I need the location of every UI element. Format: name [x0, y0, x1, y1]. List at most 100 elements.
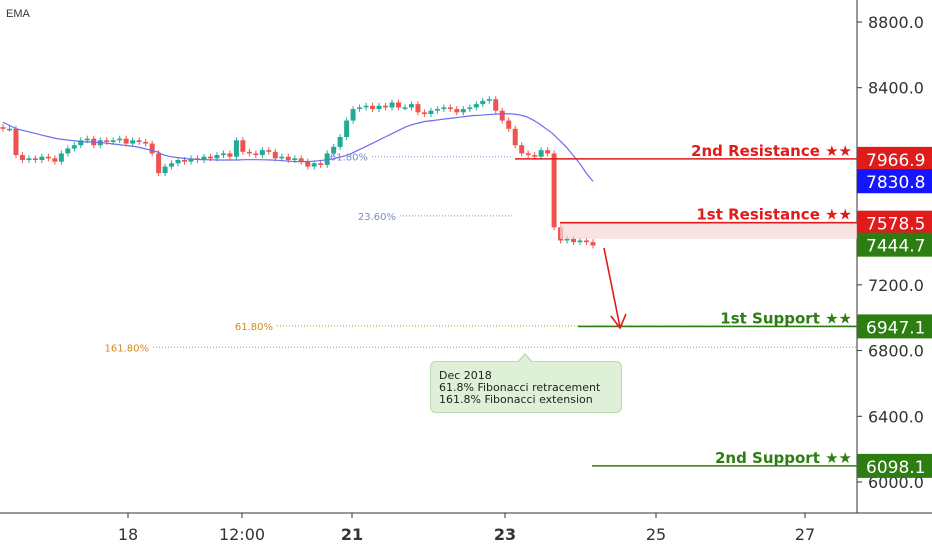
candle-body [78, 140, 84, 146]
candle-body [246, 151, 252, 154]
candle-body [571, 238, 577, 243]
candle-body [279, 156, 285, 159]
candle-body [32, 158, 38, 160]
y-tick-label: 6400.0 [868, 407, 924, 426]
candle-body [473, 104, 479, 108]
y-tick-label: 7200.0 [868, 276, 924, 295]
candle-body [233, 140, 239, 157]
candle-body [577, 240, 583, 243]
level-label: 1st Resistance ★★ [696, 206, 852, 224]
fibonacci-label: 161.80% [105, 343, 150, 354]
price-tag-label: 7444.7 [866, 237, 925, 257]
candle-body [26, 158, 32, 160]
candle-body [0, 127, 6, 129]
candle-body [175, 160, 181, 164]
candle-body [584, 240, 590, 243]
fibonacci-callout: Dec 2018 61.8% Fibonacci retracement 161… [430, 353, 622, 413]
candle-body [331, 146, 337, 154]
level-price-tag-label: 7578.5 [866, 215, 925, 235]
candle-body [311, 163, 317, 167]
candle-body [447, 107, 453, 110]
forecast-arrow-head [610, 313, 627, 330]
candle-body [389, 102, 395, 108]
candle-body [259, 150, 265, 156]
fibonacci-label: 61.80% [235, 322, 273, 333]
fibonacci-label: 61.80% [330, 153, 368, 164]
candle-body [441, 107, 447, 110]
candle-body [272, 151, 278, 159]
fibonacci-label: 23.60% [358, 212, 396, 223]
ema-line [2, 113, 594, 182]
candle-body [408, 104, 414, 108]
candle-body [52, 158, 58, 162]
candle-body [421, 112, 427, 114]
candle-body [551, 153, 557, 228]
candle-body [130, 140, 136, 144]
price-tag [857, 232, 932, 257]
candle-body [45, 156, 51, 159]
candle-body [240, 140, 246, 152]
candle-body [19, 155, 25, 160]
level-price-tag [857, 210, 932, 235]
candle-body [538, 150, 544, 157]
candle-body [402, 107, 408, 109]
x-tick-label: 12:00 [219, 525, 265, 544]
candle-body [454, 109, 460, 113]
indicator-label: EMA [6, 8, 30, 20]
candle-body [220, 153, 226, 156]
price-tag-label: 7830.8 [866, 173, 925, 193]
candle-body [357, 107, 363, 110]
candle-body [39, 156, 45, 160]
candle-body [65, 148, 71, 154]
candle-body [292, 158, 298, 160]
candle-body [467, 107, 473, 110]
candle-body [110, 140, 116, 142]
candle-body [156, 153, 162, 174]
level-price-tag-label: 6947.1 [866, 318, 925, 338]
x-tick-label: 25 [646, 525, 666, 544]
candle-body [162, 166, 168, 174]
candle-body [13, 128, 19, 156]
level-label: 1st Support ★★ [720, 309, 852, 327]
candle-body [337, 137, 343, 147]
candle-body [201, 156, 207, 160]
candle-body [506, 120, 512, 129]
candle-body [415, 104, 421, 113]
candle-body [532, 155, 538, 157]
forecast-arrow-line [603, 247, 621, 328]
candle-body [318, 163, 324, 165]
x-tick-label: 18 [118, 525, 138, 544]
candle-body [227, 153, 233, 157]
candle-body [123, 138, 129, 144]
candle-body [376, 105, 382, 110]
candle-body [305, 161, 311, 167]
candle-body [253, 153, 259, 156]
candle-body [370, 105, 376, 110]
resistance-zone [560, 222, 857, 239]
candle-body [266, 150, 272, 152]
level-label: 2nd Support ★★ [715, 449, 852, 467]
candle-body [499, 110, 505, 121]
candle-body [188, 158, 194, 162]
candle-body [169, 163, 175, 167]
x-tick-label: 27 [795, 525, 815, 544]
candle-body [383, 105, 389, 108]
candle-body [104, 140, 110, 142]
callout-line-2: 61.8% Fibonacci retracement [439, 381, 601, 394]
candle-body [117, 138, 123, 141]
candle-body [214, 155, 220, 159]
y-tick-label: 6800.0 [868, 342, 924, 361]
candle-body [480, 100, 486, 105]
candle-body [143, 141, 149, 144]
candle-body [298, 158, 304, 162]
candle-body [395, 102, 401, 108]
candle-body [350, 109, 356, 121]
level-price-tag [857, 314, 932, 339]
candle-body [285, 156, 291, 160]
candle-body [525, 153, 531, 156]
candle-body [6, 128, 12, 131]
x-tick-label: 21 [341, 525, 363, 544]
candle-body [363, 105, 369, 108]
